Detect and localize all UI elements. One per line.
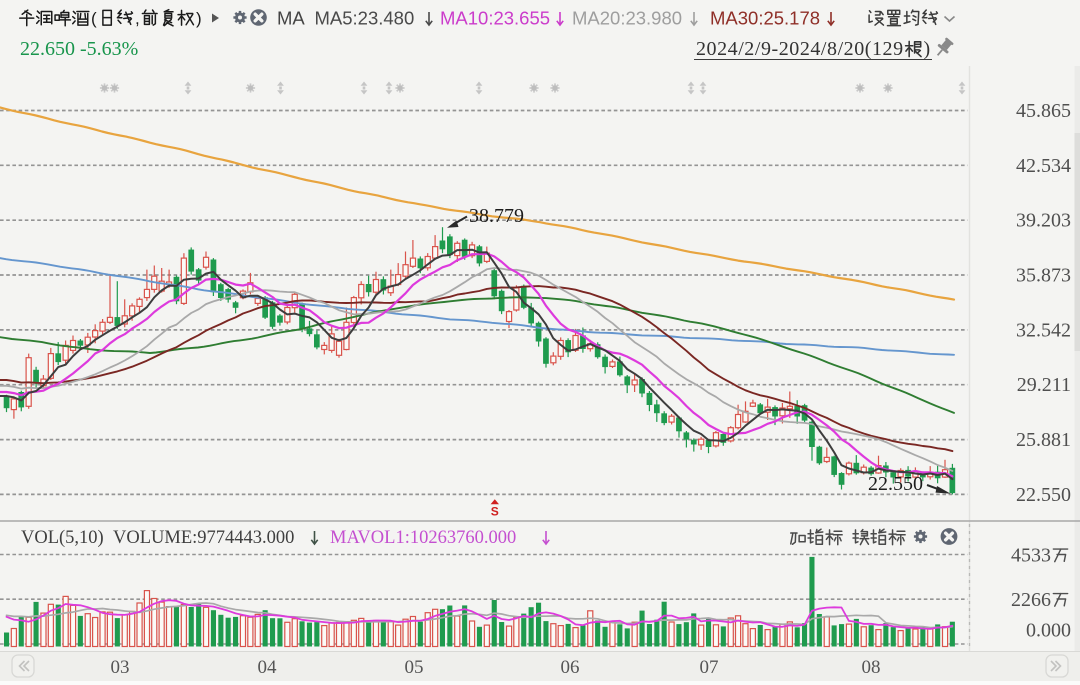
svg-text:04: 04 [258,657,278,678]
svg-text:32.542: 32.542 [1016,319,1071,341]
svg-text:38.779: 38.779 [469,205,524,227]
svg-text:(: ( [91,9,97,28]
svg-text:MA5:23.480: MA5:23.480 [315,8,415,29]
svg-text:29.211: 29.211 [1017,374,1071,396]
svg-text:35.873: 35.873 [1016,265,1071,287]
svg-text:MAVOL1:10263760.000: MAVOL1:10263760.000 [330,528,516,548]
svg-text:39.203: 39.203 [1016,210,1071,232]
svg-text:,: , [135,9,140,28]
svg-text:22.550: 22.550 [868,473,923,495]
svg-text:): ) [924,38,931,60]
svg-text:S: S [491,505,499,519]
svg-text:0.000: 0.000 [1026,620,1071,642]
svg-text:MA20:23.980: MA20:23.980 [572,8,682,29]
svg-text:08: 08 [862,657,881,678]
svg-text:4533: 4533 [1011,545,1051,567]
svg-text:03: 03 [111,657,130,678]
svg-text:07: 07 [700,657,719,678]
svg-text:25.881: 25.881 [1016,429,1071,451]
svg-text:MA30:25.178: MA30:25.178 [710,8,820,29]
svg-text:2024/2/9-2024/8/20(129: 2024/2/9-2024/8/20(129 [696,38,904,60]
svg-text:VOL(5,10): VOL(5,10) [21,528,104,548]
svg-text:45.865: 45.865 [1016,100,1071,122]
svg-text:MA10:23.655: MA10:23.655 [440,8,550,29]
svg-text:06: 06 [561,657,580,678]
svg-text:): ) [196,9,202,28]
svg-text:2266: 2266 [1011,589,1051,611]
svg-text:22.550: 22.550 [1016,484,1071,506]
svg-text:VOLUME:9774443.000: VOLUME:9774443.000 [113,528,294,548]
svg-text:05: 05 [405,657,424,678]
svg-text:MA: MA [277,8,305,29]
svg-text:42.534: 42.534 [1016,155,1071,177]
svg-text:22.650 -5.63%: 22.650 -5.63% [20,38,138,60]
